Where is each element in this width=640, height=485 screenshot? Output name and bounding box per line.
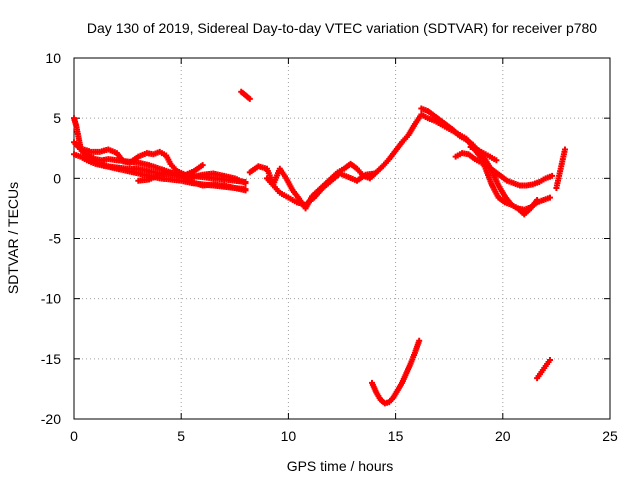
data-point [549, 172, 556, 179]
x-tick-label: 10 [281, 428, 297, 444]
y-tick-label: -5 [49, 231, 62, 247]
grid-lines [74, 58, 610, 419]
y-tick-label: -10 [41, 291, 61, 307]
series-track-e [135, 169, 249, 194]
data-point [561, 146, 568, 153]
x-tick-label: 0 [70, 428, 78, 444]
y-tick-label: -15 [41, 351, 61, 367]
series-track-d [77, 145, 206, 178]
data-points [71, 88, 568, 407]
data-point [246, 95, 253, 102]
x-tick-label: 15 [388, 428, 404, 444]
x-tick-label: 20 [495, 428, 511, 444]
y-axis-label: SDTVAR / TECUs [5, 182, 21, 294]
series-track-h [263, 170, 378, 208]
data-point [371, 170, 378, 177]
data-point [242, 180, 249, 187]
tick-labels: 0 5 10 15 20 25 -20 -15 -10 -5 0 5 10 [41, 50, 618, 444]
data-point [242, 187, 249, 194]
data-point [546, 357, 553, 364]
data-point [546, 194, 553, 201]
data-point [416, 337, 423, 344]
y-tick-label: -20 [41, 411, 61, 427]
x-tick-label: 25 [602, 428, 618, 444]
series-track-m [369, 337, 423, 407]
axes [73, 57, 611, 420]
series-track-j [452, 150, 556, 189]
x-tick-label: 5 [177, 428, 185, 444]
x-axis-label: GPS time / hours [287, 458, 394, 474]
y-tick-label: 10 [45, 50, 61, 66]
series-track-l [553, 146, 568, 191]
series-track-k [467, 144, 500, 164]
y-tick-label: 5 [53, 110, 61, 126]
data-point [493, 157, 500, 164]
chart-title: Day 130 of 2019, Sidereal Day-to-day VTE… [87, 20, 597, 36]
series-track-f [238, 88, 253, 102]
y-tick-label: 0 [53, 170, 61, 186]
data-point [199, 162, 206, 169]
series-track-n [534, 357, 553, 382]
